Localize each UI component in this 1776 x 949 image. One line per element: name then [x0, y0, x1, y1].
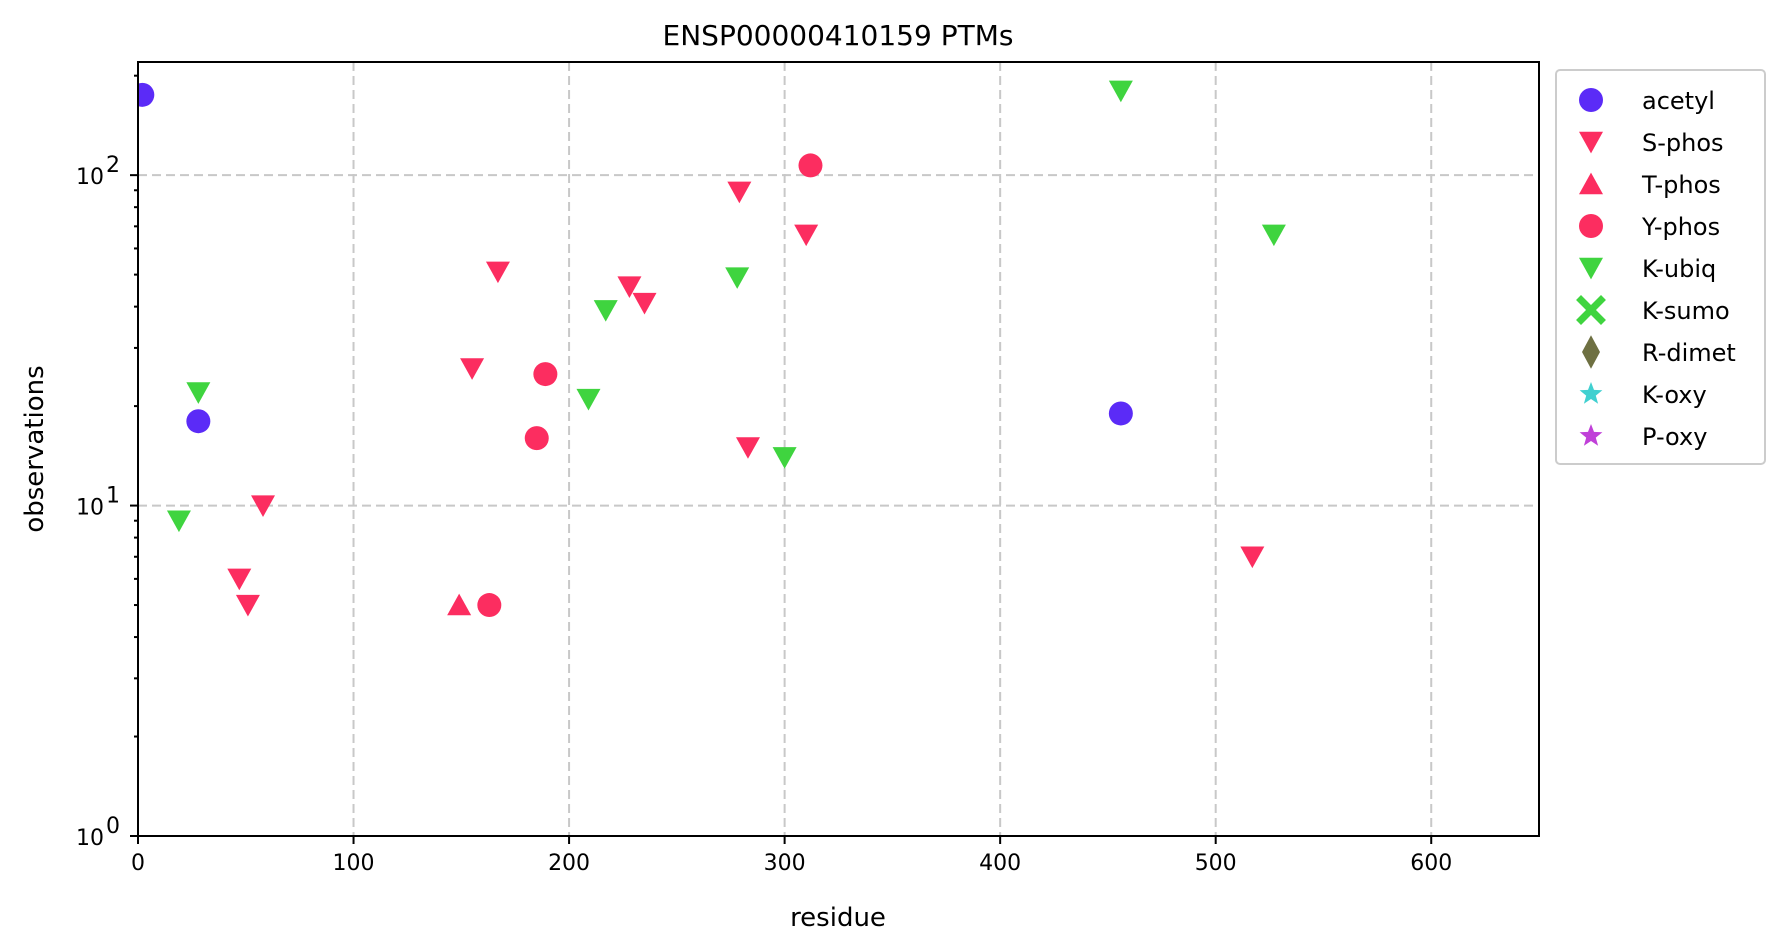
x-axis-label: residue [790, 903, 886, 933]
legend-label: Y-phos [1641, 213, 1720, 241]
y-axis-label: observations [20, 365, 50, 532]
data-points [138, 80, 1286, 618]
legend-marker-k-oxy [1579, 382, 1603, 404]
legend-marker-k-ubiq [1579, 257, 1603, 280]
y-tick-label: 10 [76, 165, 104, 190]
legend-label: K-sumo [1642, 297, 1730, 325]
x-tick-label: 200 [548, 851, 590, 876]
data-point-s-phos [794, 224, 819, 247]
plot-frame [137, 61, 1540, 837]
data-point-s-phos [227, 568, 252, 591]
legend-marker-s-phos [1579, 131, 1603, 154]
data-point-k-ubiq [772, 447, 797, 469]
legend-label: acetyl [1642, 87, 1715, 115]
data-point-k-ubiq [1261, 224, 1286, 247]
legend-label: P-oxy [1642, 423, 1707, 451]
legend-label: K-oxy [1642, 381, 1707, 409]
x-tick-label: 100 [333, 851, 375, 876]
legend-marker-k-sumo [1576, 295, 1606, 325]
y-tick-exponent: 1 [106, 484, 120, 509]
legend-marker-r-dimet [1582, 335, 1600, 369]
legend-marker-p-oxy [1579, 424, 1603, 446]
data-point-y-phos [533, 362, 558, 387]
x-tick-label: 500 [1195, 851, 1237, 876]
data-point-s-phos [735, 437, 760, 459]
data-point-s-phos [617, 276, 642, 298]
x-tick-label: 0 [131, 851, 145, 876]
legend-marker-k-sumo-stroke [1576, 295, 1606, 325]
legend-marker-t-phos [1579, 172, 1603, 195]
data-point-s-phos [632, 292, 657, 315]
data-point-s-phos [727, 181, 752, 204]
legend-marker-acetyl [1579, 88, 1603, 112]
data-point-k-ubiq [593, 300, 618, 322]
data-point-t-phos [447, 593, 472, 616]
data-point-y-phos [524, 426, 549, 451]
data-point-s-phos [251, 495, 276, 517]
data-point-k-ubiq [186, 382, 211, 404]
data-point-acetyl [138, 82, 155, 107]
y-tick-label: 10 [76, 496, 104, 521]
grid [138, 62, 1539, 836]
legend-marker-y-phos [1579, 214, 1603, 238]
x-tick-label: 300 [764, 851, 806, 876]
data-point-k-ubiq [576, 388, 601, 411]
data-point-s-phos [460, 358, 485, 380]
data-point-s-phos [235, 594, 260, 617]
data-point-acetyl [186, 409, 211, 434]
data-point-s-phos [485, 261, 510, 284]
data-point-k-ubiq [166, 510, 191, 533]
data-point-acetyl [1108, 401, 1133, 426]
data-point-s-phos [1240, 546, 1265, 569]
chart-title: ENSP00000410159 PTMs [663, 19, 1014, 52]
legend-label: T-phos [1641, 171, 1721, 199]
legend-label: S-phos [1642, 129, 1724, 157]
y-tick-label: 10 [76, 826, 104, 851]
legend-label: R-dimet [1642, 339, 1736, 367]
y-tick-exponent: 2 [106, 153, 120, 178]
data-point-y-phos [477, 593, 502, 618]
data-point-k-ubiq [725, 267, 750, 289]
legend-label: K-ubiq [1642, 255, 1716, 283]
data-point-k-ubiq [1108, 80, 1133, 103]
x-tick-label: 600 [1410, 851, 1452, 876]
y-tick-exponent: 0 [106, 814, 120, 839]
data-point-y-phos [798, 153, 823, 178]
legend-box [1555, 69, 1766, 465]
legend: acetyl S-phos T-phos Y-phos K-ubiq K-sumo R-di… [1555, 69, 1766, 465]
x-tick-label: 400 [979, 851, 1021, 876]
